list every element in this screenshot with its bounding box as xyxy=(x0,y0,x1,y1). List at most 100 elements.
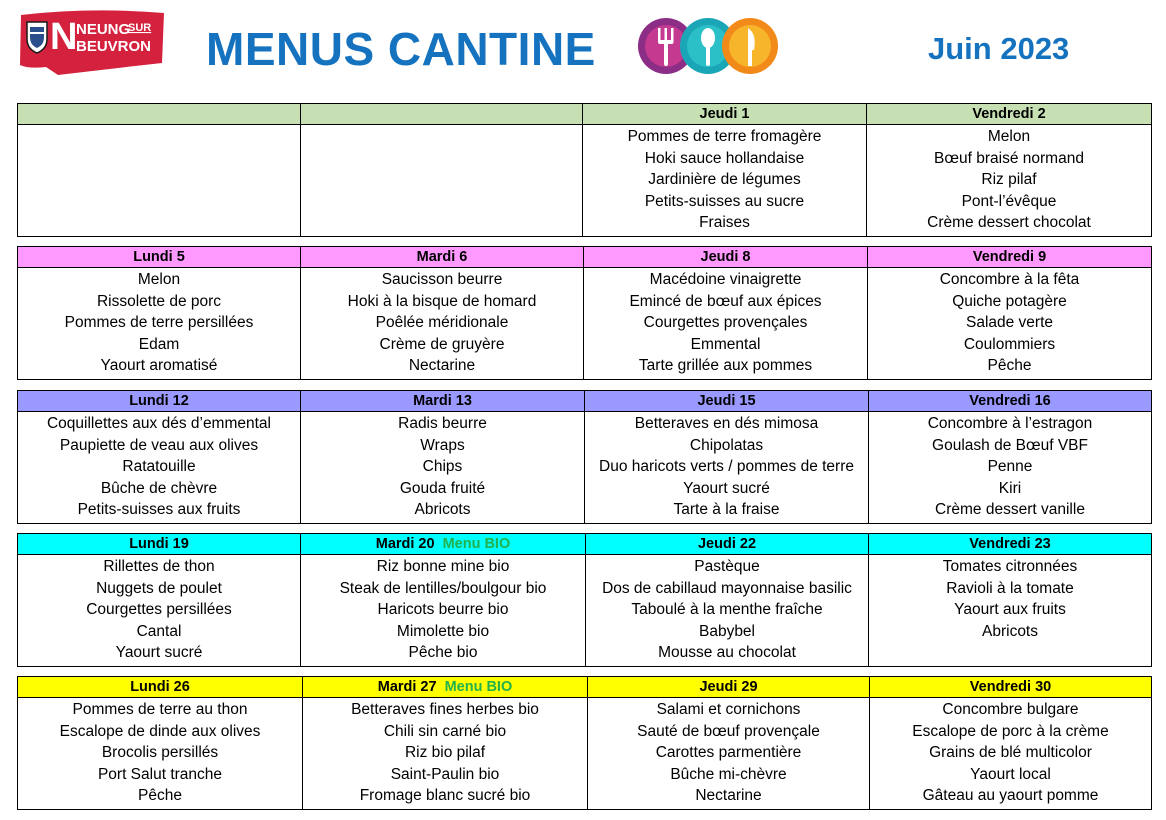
day-header: Jeudi 22 xyxy=(585,533,869,555)
dish: Edam xyxy=(138,335,180,353)
day-menu: Rillettes de thon Nuggets de poulet Cour… xyxy=(17,554,301,667)
dish: Escalope de dinde aux olives xyxy=(59,722,261,740)
dish: Emincé de bœuf aux épices xyxy=(629,292,822,310)
dish xyxy=(19,191,300,213)
dish xyxy=(19,148,300,170)
dish: Rillettes de thon xyxy=(103,558,215,575)
dish: Tomates citronnées xyxy=(942,558,1078,575)
dish: Crème de gruyère xyxy=(379,335,505,353)
dish: Emmental xyxy=(690,335,761,353)
dish: Chipolatas xyxy=(689,436,764,454)
dish: Pommes de terre persillées xyxy=(64,314,254,331)
day-menu: Salami et cornichons Sauté de bœuf prove… xyxy=(587,697,870,810)
day-header: Jeudi 8 xyxy=(583,246,868,268)
dish: Brocolis persillés xyxy=(101,744,219,761)
dish: Ratatouille xyxy=(122,458,196,475)
dish: Chips xyxy=(422,458,463,475)
dish: Melon xyxy=(137,271,181,288)
month-label: Juin 2023 xyxy=(928,31,1070,66)
dish xyxy=(19,126,300,148)
dish: Nectarine xyxy=(695,787,762,804)
dish: Saucisson beurre xyxy=(381,271,503,288)
dish: Concombre à la fêta xyxy=(939,271,1080,288)
day-menu: Macédoine vinaigrette Emincé de bœuf aux… xyxy=(583,267,868,380)
dish: Hoki à la bisque de homard xyxy=(347,292,537,310)
dish: Saint-Paulin bio xyxy=(390,765,500,783)
dish: Crème dessert chocolat xyxy=(927,214,1091,231)
dish: Crème dessert vanille xyxy=(935,501,1085,518)
day-menu: Melon Bœuf braisé normand Riz pilaf Pont… xyxy=(866,124,1152,237)
dish: Wraps xyxy=(420,436,465,454)
page-title: MENUS CANTINE xyxy=(206,23,596,75)
day-menu: Saucisson beurre Hoki à la bisque de hom… xyxy=(300,267,584,380)
dish: Escalope de porc à la crème xyxy=(912,722,1109,740)
dish: Paupiette de veau aux olives xyxy=(59,436,259,454)
dish: Petits-suisses aux fruits xyxy=(77,501,241,518)
dish: Haricots beurre bio xyxy=(377,601,509,618)
dish xyxy=(302,148,582,170)
dish: Betteraves fines herbes bio xyxy=(351,701,539,718)
dish: Port Salut tranche xyxy=(97,765,223,783)
dish: Pommes de terre fromagère xyxy=(627,128,822,145)
day-header: Jeudi 1 xyxy=(582,103,867,125)
dish: Mousse au chocolat xyxy=(658,644,796,661)
day-header: Jeudi 15 xyxy=(584,390,869,412)
svg-text:SUR: SUR xyxy=(128,22,151,34)
dish: Yaourt local xyxy=(970,765,1051,783)
dish: Pêche xyxy=(138,787,182,804)
dish: Fromage blanc sucré bio xyxy=(359,787,531,804)
day-header: Lundi 5 xyxy=(17,246,301,268)
dish: Concombre à l’estragon xyxy=(927,415,1093,432)
town-logo: N NEUNG SUR BEUVRON xyxy=(18,9,166,75)
dish: Penne xyxy=(987,458,1033,475)
day-header: Lundi 12 xyxy=(17,390,301,412)
day-header: Vendredi 16 xyxy=(868,390,1152,412)
dish: Courgettes provençales xyxy=(643,314,808,331)
dish xyxy=(19,212,300,234)
day-menu: Pastèque Dos de cabillaud mayonnaise bas… xyxy=(585,554,869,667)
dish xyxy=(302,212,582,234)
dish: Taboulé à la menthe fraîche xyxy=(631,601,823,618)
dish: Tarte à la fraise xyxy=(673,501,780,518)
day-header xyxy=(300,103,583,125)
dish: Betteraves en dés mimosa xyxy=(634,415,819,432)
dish: Pommes de terre au thon xyxy=(72,701,248,718)
day-menu: Melon Rissolette de porc Pommes de terre… xyxy=(17,267,301,380)
plates-icon xyxy=(637,16,779,76)
dish: Babybel xyxy=(698,622,755,640)
dish: Duo haricots verts / pommes de terre xyxy=(599,458,854,475)
day-menu: Betteraves en dés mimosa Chipolatas Duo … xyxy=(584,411,869,524)
dish: Poêlée méridionale xyxy=(375,314,509,331)
dish xyxy=(302,126,582,148)
dish: Quiche potagère xyxy=(952,292,1067,310)
dish: Pastèque xyxy=(694,558,760,575)
day-header: Vendredi 2 xyxy=(866,103,1152,125)
dish: Cantal xyxy=(136,622,182,640)
bio-badge: Menu BIO xyxy=(444,679,513,695)
dish: Melon xyxy=(987,128,1031,145)
week-table-2: Lundi 5 Mardi 6 Jeudi 8 Vendredi 9 Melon… xyxy=(17,246,1152,380)
day-menu: Coquillettes aux dés d’emmental Paupiett… xyxy=(17,411,301,524)
day-header: Mardi 13 xyxy=(300,390,585,412)
dish: Tarte grillée aux pommes xyxy=(638,357,813,374)
dish: Petits-suisses au sucre xyxy=(644,192,805,210)
day-menu: Riz bonne mine bio Steak de lentilles/bo… xyxy=(300,554,586,667)
svg-text:NEUNG: NEUNG xyxy=(76,21,130,38)
day-menu: Pommes de terre fromagère Hoki sauce hol… xyxy=(582,124,867,237)
dish: Yaourt sucré xyxy=(115,644,203,661)
day-header xyxy=(17,103,301,125)
dish: Steak de lentilles/boulgour bio xyxy=(339,579,547,597)
dish: Gâteau au yaourt pomme xyxy=(922,787,1099,804)
day-menu: Concombre à la fêta Quiche potagère Sala… xyxy=(867,267,1152,380)
dish: Yaourt aux fruits xyxy=(954,601,1066,618)
dish: Sauté de bœuf provençale xyxy=(637,722,820,740)
dish: Rissolette de porc xyxy=(96,292,222,310)
dish: Kiri xyxy=(998,479,1022,497)
dish: Bûche de chèvre xyxy=(100,479,218,497)
dish: Salami et cornichons xyxy=(656,701,801,718)
dish: Abricots xyxy=(414,501,471,518)
day-header: Mardi 6 xyxy=(300,246,584,268)
week-table-4: Lundi 19 Mardi 20 Menu BIO Jeudi 22 Vendr… xyxy=(17,533,1152,667)
dish xyxy=(870,642,1151,664)
coat-of-arms-icon xyxy=(26,21,48,54)
